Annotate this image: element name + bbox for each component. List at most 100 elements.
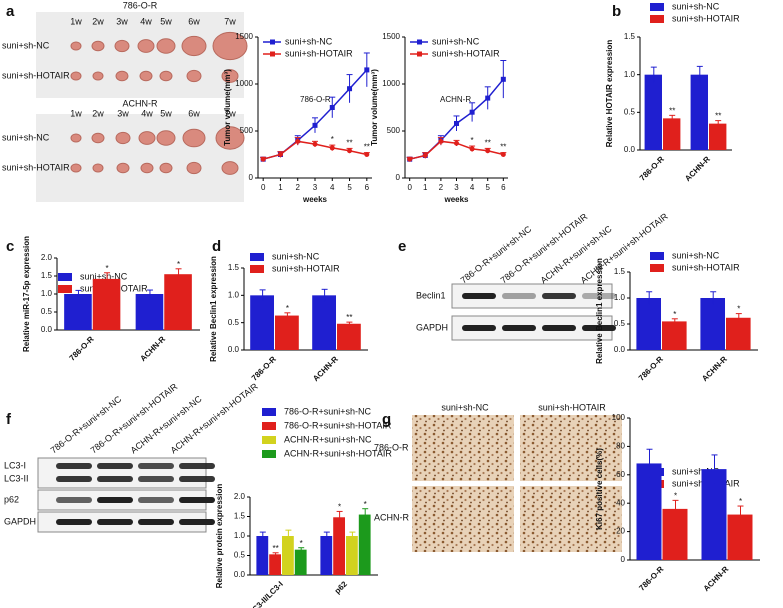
- point: [469, 109, 475, 115]
- legend-label: suni+sh-NC: [672, 466, 720, 476]
- legend-swatch: [250, 253, 264, 261]
- bar: [256, 536, 269, 575]
- week-label: 2w: [92, 108, 104, 118]
- legend-swatch: [262, 422, 276, 430]
- week-label: 2w: [92, 16, 104, 26]
- x-tick-label: 6: [501, 183, 506, 192]
- blot-band: [97, 519, 133, 525]
- blot-row-label: GAPDH: [416, 322, 448, 332]
- point: [407, 156, 413, 162]
- week-label: 6w: [188, 16, 200, 26]
- tumor: [70, 41, 82, 51]
- y-tick-label: 1.5: [41, 271, 53, 280]
- bar: [333, 517, 345, 575]
- y-axis-label: Relative Beclin1 expression: [209, 256, 218, 362]
- x-tick-label: 2: [439, 183, 444, 192]
- panel-label: d: [212, 238, 221, 255]
- significance-mark: **: [364, 143, 370, 152]
- blot-row-label: LC3-I: [4, 460, 26, 470]
- legend-marker: [417, 39, 422, 45]
- blot-row-label: GAPDH: [4, 516, 36, 526]
- y-tick-label: 0.0: [624, 145, 636, 154]
- bar: [269, 554, 281, 575]
- y-tick-label: 1.0: [234, 531, 246, 540]
- legend-label: suni+sh-HOTAIR: [672, 262, 740, 272]
- tumor: [221, 161, 239, 175]
- legend-label: ACHN-R+suni+sh-HOTAIR: [284, 448, 392, 458]
- y-axis-label: Tumor volume(mm³): [223, 69, 232, 146]
- point: [364, 67, 370, 73]
- bar: [726, 317, 751, 350]
- significance-mark: **: [500, 143, 506, 152]
- legend-label: suni+sh-NC: [285, 36, 333, 46]
- point: [485, 148, 491, 154]
- significance-mark: **: [346, 138, 352, 147]
- legend-label: suni+sh-HOTAIR: [285, 48, 353, 58]
- row-label: suni+sh-NC: [2, 40, 50, 50]
- significance-mark: **: [272, 544, 278, 553]
- tumor: [181, 35, 207, 57]
- x-tick-label: 5: [485, 183, 490, 192]
- x-tick-label: 6: [365, 183, 370, 192]
- annotation: 786-O-R: [300, 95, 331, 104]
- y-tick-label: 2.0: [41, 253, 53, 262]
- blot-band: [138, 519, 174, 525]
- bar: [700, 298, 725, 350]
- bar: [320, 536, 333, 575]
- blot-band: [462, 325, 496, 331]
- row-label: suni+sh-HOTAIR: [2, 162, 70, 172]
- legend-marker: [270, 39, 275, 45]
- y-tick-label: 40: [616, 498, 625, 507]
- bar: [663, 118, 681, 150]
- blot-strip: [37, 457, 207, 489]
- bar: [636, 298, 661, 350]
- blot-band: [138, 476, 174, 482]
- blot-band: [97, 463, 133, 469]
- week-label: 7w: [224, 108, 236, 118]
- week-label: 1w: [70, 16, 82, 26]
- week-label: 5w: [160, 16, 172, 26]
- blot-band: [179, 519, 215, 525]
- point: [438, 138, 444, 144]
- y-axis-label: Relative Beclin1 expression: [595, 258, 604, 364]
- y-axis-label: Tumor volume(mm³): [370, 69, 379, 146]
- legend-label: suni+sh-NC: [272, 251, 320, 261]
- x-tick-label: LC3-II/LC3-I: [247, 580, 285, 608]
- bar: [636, 463, 662, 560]
- tumor: [156, 38, 176, 54]
- y-tick-label: 1.0: [41, 289, 53, 298]
- y-tick-label: 0.0: [41, 325, 53, 334]
- x-tick-label: ACHN-R: [138, 334, 167, 363]
- blot-band: [502, 325, 536, 331]
- blot-row-label: LC3-II: [4, 473, 29, 483]
- y-tick-label: 0.0: [228, 345, 240, 354]
- point: [277, 152, 283, 157]
- y-tick-label: 1.0: [614, 293, 626, 302]
- x-tick-label: 1: [278, 183, 283, 192]
- bar: [282, 536, 294, 575]
- tumor: [70, 133, 82, 143]
- blot-band: [97, 476, 133, 482]
- blot-band: [179, 476, 215, 482]
- significance-mark: *: [300, 539, 303, 548]
- tumor: [221, 69, 239, 83]
- tumor: [138, 131, 156, 145]
- blot-row-label: Beclin1: [416, 290, 446, 300]
- x-tick-label: 786-O-R: [638, 154, 666, 182]
- tumor-photo: [36, 12, 244, 98]
- y-tick-label: 0.0: [234, 570, 246, 579]
- ihc-image: [520, 415, 622, 481]
- y-tick-label: 0.5: [234, 551, 246, 560]
- point: [454, 120, 459, 126]
- x-tick-label: 786-O-R: [637, 354, 665, 382]
- blot-band: [179, 497, 215, 503]
- blot-band: [462, 293, 496, 299]
- bar: [337, 323, 361, 350]
- y-tick-label: 1000: [382, 79, 400, 88]
- y-tick-label: 0: [249, 173, 254, 182]
- ihc-image: [412, 486, 514, 552]
- point: [422, 152, 428, 158]
- week-label: 5w: [160, 108, 172, 118]
- legend-swatch: [262, 436, 276, 444]
- blot-band: [582, 293, 616, 299]
